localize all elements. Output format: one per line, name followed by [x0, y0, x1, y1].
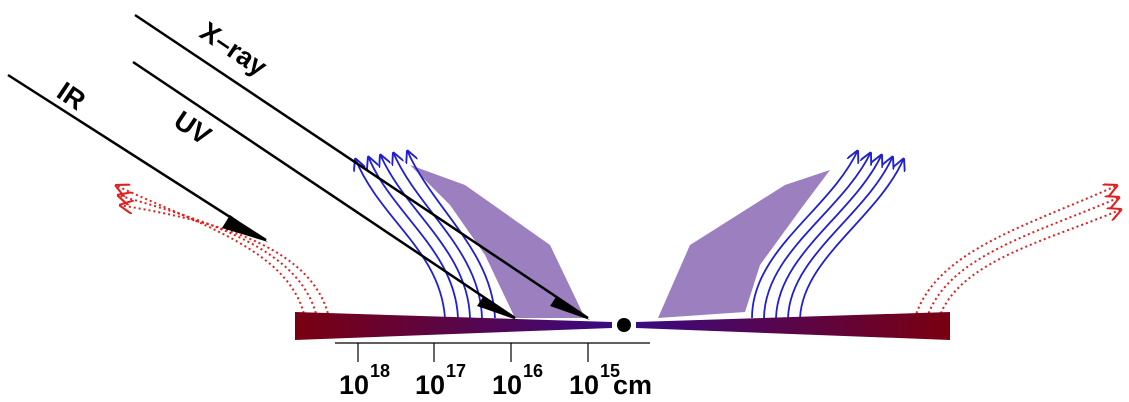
scale-exponent: 18 [370, 361, 390, 381]
arrowheads [222, 215, 590, 320]
scale-exponent: 15 [600, 361, 620, 381]
scale-base: 10 [339, 370, 369, 400]
disk-left [295, 312, 612, 340]
scale-bar [335, 342, 650, 362]
outflow-right [751, 150, 904, 319]
xray-label: X–ray [195, 16, 273, 82]
ir-outflow-right [914, 185, 1122, 319]
scale-base: 10 [415, 370, 445, 400]
ir-outflow-left [115, 185, 330, 319]
disk-right [636, 312, 950, 340]
scale-base: 10 [569, 370, 599, 400]
absorber-right [658, 170, 830, 318]
absorber-left [410, 165, 585, 318]
ir-label: IR [52, 76, 91, 116]
black-hole [617, 318, 631, 332]
scale-exponent: 17 [446, 361, 466, 381]
scale-unit: cm [613, 370, 652, 400]
radiation-arrows [7, 13, 589, 320]
scale-base: 10 [492, 370, 522, 400]
scale-exponent: 16 [523, 361, 543, 381]
